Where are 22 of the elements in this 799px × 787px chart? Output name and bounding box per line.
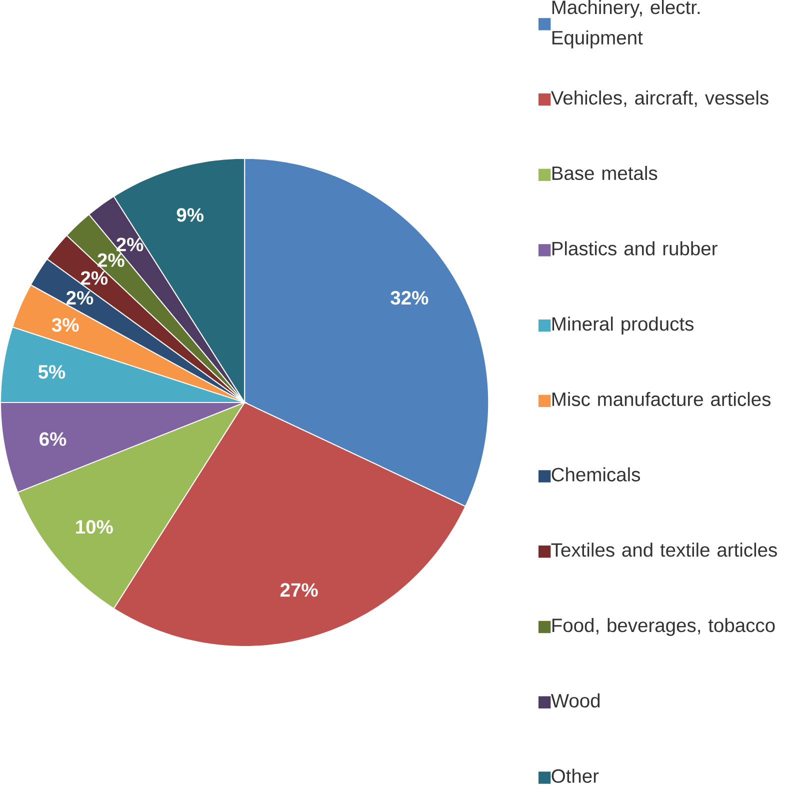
data-label: 6% <box>40 432 66 446</box>
legend-label: Base metals <box>552 166 658 180</box>
data-label: 10% <box>76 520 113 534</box>
data-label: 32% <box>390 291 428 305</box>
legend-label: Plastics and rubber <box>552 241 718 256</box>
data-label: 2% <box>80 271 108 285</box>
legend-label: Food, beverages, tobacco <box>552 618 775 636</box>
legend-label: Machinery, electr. Equipment <box>552 0 700 48</box>
data-label: 3% <box>52 318 79 332</box>
data-label: 5% <box>38 365 66 379</box>
legend-label: Other <box>552 768 599 784</box>
data-label: 9% <box>176 208 204 222</box>
legend-label: Mineral products <box>552 316 694 335</box>
data-label: 27% <box>280 583 318 597</box>
data-label: 2% <box>98 253 124 268</box>
legend-label: Vehicles, aircraft, vessels <box>550 90 768 108</box>
legend-label: Wood <box>550 694 600 708</box>
data-label: 2% <box>66 291 94 305</box>
legend-label: Chemicals <box>552 467 640 482</box>
data-label: 2% <box>116 238 144 252</box>
legend-label: Textiles and textile articles <box>551 542 777 557</box>
legend-label: Misc manufacture articles <box>552 392 771 406</box>
